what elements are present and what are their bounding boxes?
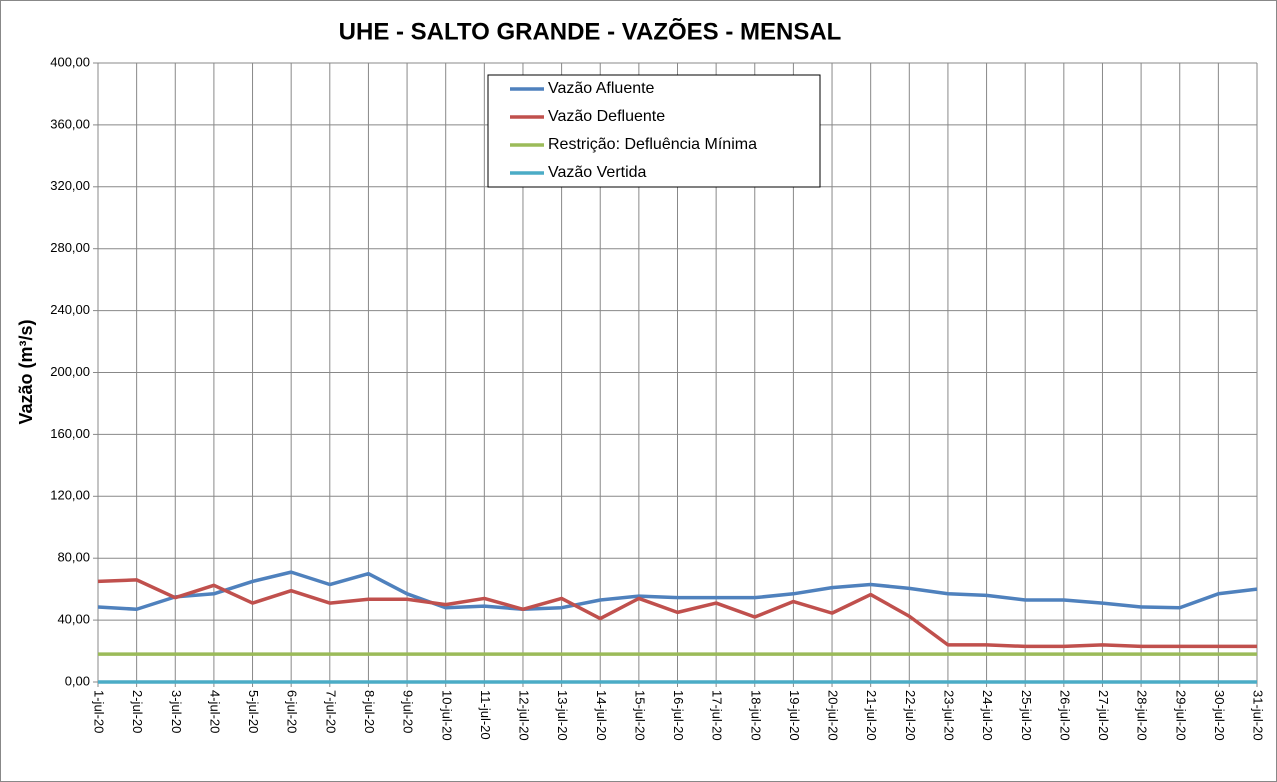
- x-tick-label: 19-jul-20: [787, 690, 802, 741]
- x-tick-label: 31-jul-20: [1251, 690, 1266, 741]
- y-tick-label: 240,00: [50, 302, 90, 317]
- legend-label: Vazão Vertida: [548, 164, 647, 181]
- x-tick-label: 22-jul-20: [903, 690, 918, 741]
- y-axis-label: Vazão (m³/s): [16, 319, 36, 424]
- x-tick-label: 8-jul-20: [362, 690, 377, 733]
- x-tick-label: 10-jul-20: [439, 690, 454, 741]
- x-tick-label: 17-jul-20: [710, 690, 725, 741]
- x-tick-label: 30-jul-20: [1212, 690, 1227, 741]
- series-line: [97, 578, 1257, 649]
- x-tick-label: 24-jul-20: [980, 690, 995, 741]
- x-tick-label: 3-jul-20: [169, 690, 184, 733]
- y-tick-label: 120,00: [50, 488, 90, 503]
- y-tick-label: 0,00: [65, 673, 90, 688]
- x-tick-label: 6-jul-20: [285, 690, 300, 733]
- x-tick-label: 15-jul-20: [632, 690, 647, 741]
- y-tick-label: 400,00: [50, 54, 90, 69]
- x-tick-label: 14-jul-20: [594, 690, 609, 741]
- chart-title: UHE - SALTO GRANDE - VAZÕES - MENSAL: [339, 17, 842, 45]
- x-tick-label: 13-jul-20: [555, 690, 570, 741]
- series-line: [97, 570, 1258, 612]
- x-tick-label: 1-jul-20: [92, 690, 107, 733]
- legend-label: Restrição: Defluência Mínima: [548, 136, 757, 153]
- x-tick-label: 4-jul-20: [207, 690, 222, 733]
- x-tick-label: 12-jul-20: [517, 690, 532, 741]
- y-tick-label: 320,00: [50, 178, 90, 193]
- y-tick-label: 280,00: [50, 240, 90, 255]
- x-tick-label: 7-jul-20: [323, 690, 338, 733]
- x-tick-label: 20-jul-20: [826, 690, 841, 741]
- y-tick-label: 40,00: [57, 612, 90, 627]
- x-tick-label: 25-jul-20: [1019, 690, 1034, 741]
- y-tick-label: 80,00: [57, 550, 90, 565]
- x-tick-label: 16-jul-20: [671, 690, 686, 741]
- x-tick-label: 23-jul-20: [941, 690, 956, 741]
- legend-box: [487, 74, 821, 188]
- x-tick-label: 11-jul-20: [478, 690, 493, 740]
- y-tick-label: 200,00: [50, 364, 90, 379]
- x-tick-label: 28-jul-20: [1135, 690, 1150, 741]
- x-tick-label: 9-jul-20: [401, 690, 416, 733]
- legend-label: Vazão Defluente: [548, 108, 665, 125]
- y-tick-label: 160,00: [50, 426, 90, 441]
- x-tick-label: 21-jul-20: [864, 690, 879, 741]
- y-tick-label: 360,00: [50, 116, 90, 131]
- x-tick-label: 27-jul-20: [1096, 690, 1111, 741]
- legend-label: Vazão Afluente: [548, 80, 655, 97]
- x-tick-label: 5-jul-20: [246, 690, 261, 733]
- x-tick-label: 18-jul-20: [748, 690, 763, 741]
- x-tick-label: 29-jul-20: [1173, 690, 1188, 741]
- x-tick-label: 26-jul-20: [1057, 690, 1072, 741]
- x-tick-label: 2-jul-20: [130, 690, 145, 733]
